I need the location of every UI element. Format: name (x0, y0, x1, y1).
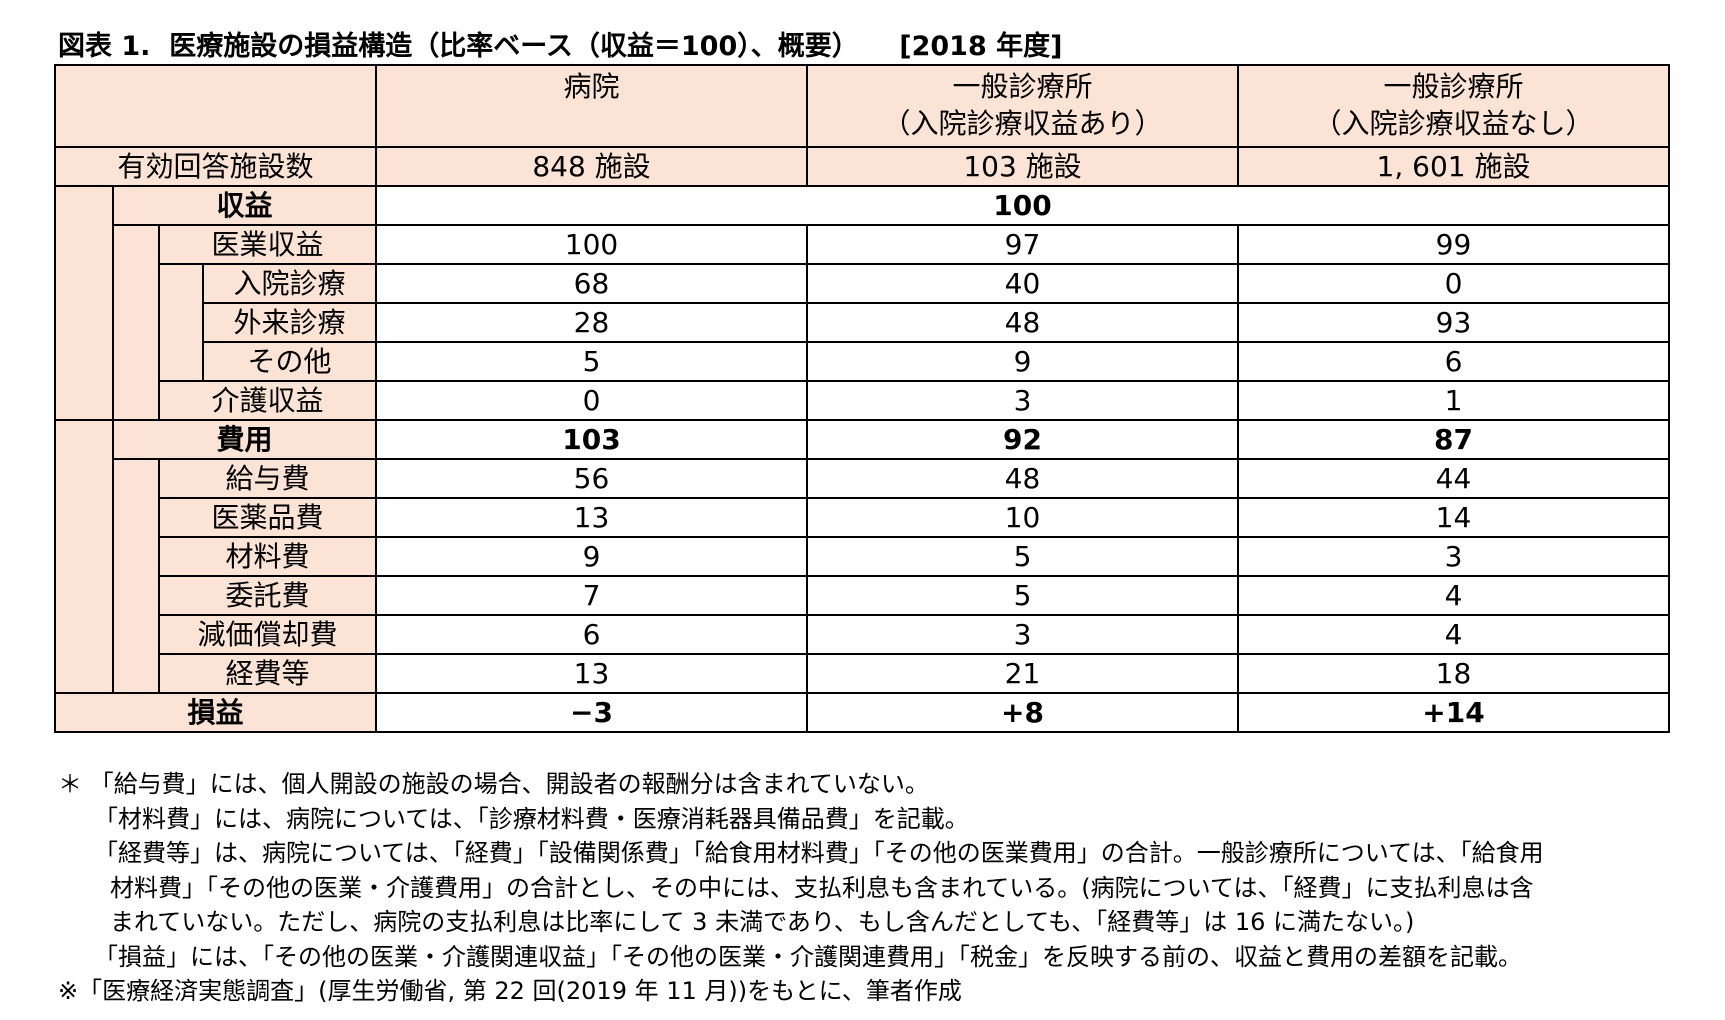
cell: 92 (806, 419, 1239, 460)
revenue-total-cell: 100 (375, 185, 1670, 226)
cell: 0 (1237, 263, 1670, 304)
cell: 18 (1237, 653, 1670, 694)
row-label: 外来診療 (202, 302, 377, 343)
cell: 13 (375, 653, 808, 694)
cell: 0 (375, 380, 808, 421)
column-header-hospital: 病院 (375, 64, 808, 148)
cell: 21 (806, 653, 1239, 694)
footnote-line: 「損益」には、「その他の医業・介護関連収益」「その他の医業・介護関連費用」「税金… (94, 942, 1522, 971)
row-label: 有効回答施設数 (54, 146, 377, 187)
cell: 103 (375, 419, 808, 460)
cell: 97 (806, 224, 1239, 265)
outpatient-row: 外来診療 28 48 93 (55, 302, 1670, 343)
expense-subgroup-bracket (112, 458, 160, 694)
outsource-row: 委託費 7 5 4 (55, 575, 1670, 616)
material-row: 材料費 9 5 3 (55, 536, 1670, 577)
row-label: 介護収益 (158, 380, 377, 421)
cell: 10 (806, 497, 1239, 538)
cell: 5 (806, 536, 1239, 577)
row-label: 入院診療 (202, 263, 377, 304)
cell: 5 (806, 575, 1239, 616)
row-label: 経費等 (158, 653, 377, 694)
other-row: その他 5 9 6 (55, 341, 1670, 382)
cell: 4 (1237, 614, 1670, 655)
cell: 848 施設 (375, 146, 808, 187)
cell: 103 施設 (806, 146, 1239, 187)
cell: 3 (806, 614, 1239, 655)
cell: 5 (375, 341, 808, 382)
footnotes: ＊ 「給与費」には、個人開設の施設の場合、開設者の報酬分は含まれていない。 「材… (58, 767, 1678, 1009)
column-header-text: 病院 (563, 70, 620, 103)
cell: 100 (375, 224, 808, 265)
cell: 56 (375, 458, 808, 499)
cell: 93 (1237, 302, 1670, 343)
header-corner-cell (54, 64, 377, 148)
table-header-row: 病院 一般診療所 （入院診療収益あり） 一般診療所 （入院診療収益なし） (54, 64, 1670, 148)
cell: 99 (1237, 224, 1670, 265)
facilities-row: 有効回答施設数 848 施設 103 施設 1, 601 施設 (54, 146, 1670, 187)
cell: 68 (375, 263, 808, 304)
medical-subgroup-bracket (112, 224, 160, 421)
care-revenue-row: 介護収益 0 3 1 (55, 380, 1670, 421)
footnote-line: ＊ 「給与費」には、個人開設の施設の場合、開設者の報酬分は含まれていない。 (58, 770, 929, 798)
cell: −3 (375, 692, 808, 733)
medical-revenue-row: 医業収益 100 97 99 (55, 224, 1670, 421)
depreciation-row: 減価償却費 6 3 4 (55, 614, 1670, 655)
cell: 7 (375, 575, 808, 616)
column-header-text: 一般診療所 (952, 70, 1093, 103)
cell: 4 (1237, 575, 1670, 616)
column-header-clinic-inpatient: 一般診療所 （入院診療収益あり） (806, 64, 1239, 148)
expense-row: 費用 103 92 87 (54, 419, 1670, 694)
cell: 1, 601 施設 (1237, 146, 1670, 187)
row-label: 医薬品費 (158, 497, 377, 538)
row-label: 収益 (112, 185, 377, 226)
inpatient-row: 入院診療 68 40 0 (55, 263, 1670, 382)
cell: 1 (1237, 380, 1670, 421)
cell: +14 (1237, 692, 1670, 733)
row-label: 損益 (54, 692, 377, 733)
inpatient-subgroup-bracket (158, 263, 204, 382)
column-header-clinic-no-inpatient: 一般診療所 （入院診療収益なし） (1237, 64, 1670, 148)
footnote-line: 材料費」「その他の医業・介護費用」の合計とし、その中には、支払利息も含まれている… (110, 873, 1534, 902)
cell: +8 (806, 692, 1239, 733)
footnote-line: 「材料費」には、病院については、「診療材料費・医療消耗器具備品費」を記載。 (94, 804, 969, 833)
column-header-subtext: （入院診療収益あり） (882, 107, 1163, 140)
overhead-row: 経費等 13 21 18 (55, 653, 1670, 694)
revenue-group-bracket (54, 185, 114, 421)
revenue-row: 収益 100 (54, 185, 1670, 421)
row-label: 減価償却費 (158, 614, 377, 655)
row-label: 医業収益 (158, 224, 377, 265)
profit-structure-table: 病院 一般診療所 （入院診療収益あり） 一般診療所 （入院診療収益なし） 有効回… (54, 64, 1670, 733)
row-label: 材料費 (158, 536, 377, 577)
cell: 14 (1237, 497, 1670, 538)
cell: 6 (1237, 341, 1670, 382)
row-label: 委託費 (158, 575, 377, 616)
cell: 9 (375, 536, 808, 577)
cell: 9 (806, 341, 1239, 382)
profit-row: 損益 −3 +8 +14 (54, 692, 1670, 733)
column-header-text: 一般診療所 (1383, 70, 1524, 103)
figure-title: 図表 1. 医療施設の損益構造（比率ベース（収益＝100）、概要） [2018 … (58, 31, 1063, 62)
row-label: 給与費 (158, 458, 377, 499)
cell: 3 (806, 380, 1239, 421)
cell: 6 (375, 614, 808, 655)
column-header-subtext: （入院診療収益なし） (1313, 107, 1594, 140)
cell: 48 (806, 458, 1239, 499)
cell: 44 (1237, 458, 1670, 499)
expense-group-bracket (54, 419, 114, 694)
row-label: その他 (202, 341, 377, 382)
footnote-line: 「経費等」は、病院については、「経費」「設備関係費」「給食用材料費」「その他の医… (94, 839, 1544, 867)
cell: 28 (375, 302, 808, 343)
cell: 87 (1237, 419, 1670, 460)
drug-row: 医薬品費 13 10 14 (55, 497, 1670, 538)
row-label: 費用 (112, 419, 377, 460)
cell: 13 (375, 497, 808, 538)
cell: 48 (806, 302, 1239, 343)
salary-row: 給与費 56 48 44 (55, 458, 1670, 694)
cell: 3 (1237, 536, 1670, 577)
source-note: ※「医療経済実態調査」(厚生労働省, 第 22 回(2019 年 11 月))を… (58, 977, 962, 1005)
footnote-line: まれていない。ただし、病院の支払利息は比率にして 3 未満であり、もし含んだとし… (110, 908, 1415, 936)
cell: 40 (806, 263, 1239, 304)
